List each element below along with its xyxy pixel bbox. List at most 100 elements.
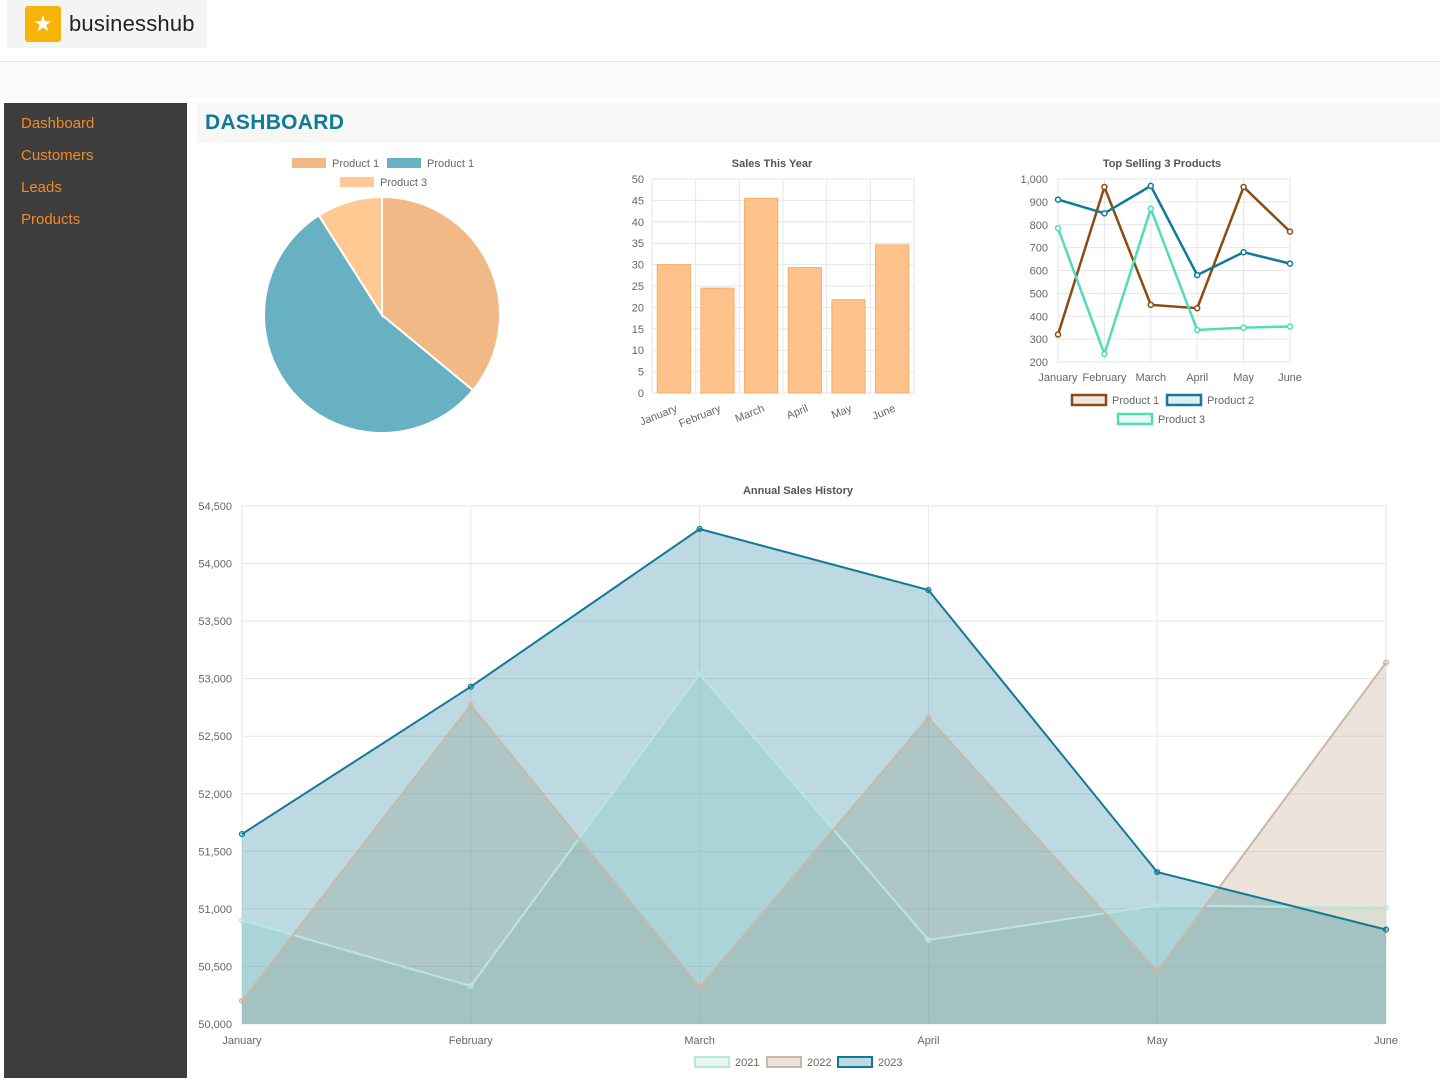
y-tick-label: 50,500 <box>198 961 232 973</box>
x-tick-label: February <box>1082 372 1127 384</box>
data-point <box>1193 271 1201 279</box>
x-tick-label: June <box>871 403 898 423</box>
bar-june <box>875 244 910 394</box>
legend-label-2022: 2022 <box>807 1057 831 1069</box>
legend-swatch-1 <box>1070 393 1108 407</box>
data-point <box>467 683 474 690</box>
legend-swatch-2 <box>1165 393 1203 407</box>
series-area-2021 <box>242 674 1386 1024</box>
page-header: DASHBOARD <box>197 103 1440 143</box>
sub-bar <box>0 62 1440 98</box>
data-point <box>1154 868 1161 876</box>
data-point <box>925 586 932 594</box>
x-tick-label: January <box>222 1035 262 1047</box>
y-tick-label: 200 <box>1030 357 1048 369</box>
x-tick-label: May <box>1233 372 1254 384</box>
y-tick-label: 800 <box>1030 220 1048 232</box>
y-tick-label: 51,000 <box>198 904 232 916</box>
y-tick-label: 25 <box>632 281 644 293</box>
sidebar-item-dashboard[interactable]: Dashboard <box>21 115 95 132</box>
x-tick-label: February <box>449 1035 494 1047</box>
series-line-2021 <box>241 672 1387 988</box>
pie-slice-3 <box>317 195 383 319</box>
sidebar-item-customers[interactable]: Customers <box>21 147 94 164</box>
data-point <box>1240 324 1247 331</box>
pie-slice-2 <box>263 213 475 434</box>
y-tick-label: 300 <box>1030 334 1048 346</box>
y-tick-label: 50 <box>632 174 644 186</box>
y-tick-label: 15 <box>632 324 644 336</box>
bar-january <box>656 264 691 394</box>
x-tick-label: May <box>1147 1035 1168 1047</box>
y-tick-label: 52,000 <box>198 789 232 801</box>
sidebar: Dashboard Customers Leads Products <box>4 103 187 1078</box>
pie-slice-1 <box>381 195 501 392</box>
y-tick-label: 45 <box>632 195 644 207</box>
legend-label-2023: 2023 <box>878 1057 902 1069</box>
legend-label-2021: 2021 <box>735 1057 759 1069</box>
legend-swatch-2023 <box>837 1056 873 1068</box>
data-point <box>1054 331 1062 338</box>
page-title: DASHBOARD <box>205 111 345 134</box>
series-line-2022 <box>241 661 1387 1002</box>
series-line-2023 <box>241 527 1387 931</box>
x-tick-label: February <box>677 402 723 430</box>
data-point <box>467 982 474 990</box>
brand-name: businesshub <box>69 11 195 36</box>
data-point <box>1382 904 1390 911</box>
data-point <box>1101 183 1108 191</box>
data-point <box>925 714 932 721</box>
data-point <box>1286 323 1294 330</box>
y-tick-label: 53,500 <box>198 616 232 628</box>
data-point <box>1286 228 1294 235</box>
y-tick-label: 10 <box>632 345 644 357</box>
data-point <box>1240 183 1247 191</box>
sidebar-item-products[interactable]: Products <box>21 211 81 228</box>
data-point <box>1154 902 1161 909</box>
x-tick-label: March <box>1136 372 1167 384</box>
data-point <box>1193 304 1201 312</box>
y-tick-label: 35 <box>632 238 644 250</box>
y-tick-label: 50,000 <box>198 1019 232 1031</box>
x-tick-label: March <box>733 403 766 426</box>
data-point <box>1147 205 1155 212</box>
bar-may <box>831 299 866 394</box>
x-tick-label: January <box>1038 372 1078 384</box>
y-tick-label: 500 <box>1030 288 1048 300</box>
y-tick-label: 52,500 <box>198 731 232 743</box>
x-tick-label: April <box>917 1035 939 1047</box>
data-point <box>696 525 703 533</box>
legend-label-2: Product 1 <box>427 158 474 170</box>
data-point <box>1054 196 1062 203</box>
data-point <box>1154 967 1161 975</box>
sidebar-item-leads[interactable]: Leads <box>21 179 62 196</box>
y-tick-label: 54,500 <box>198 501 232 513</box>
y-tick-label: 51,500 <box>198 846 232 858</box>
data-point <box>1382 659 1390 666</box>
x-tick-label: May <box>830 402 854 421</box>
y-tick-label: 1,000 <box>1020 174 1048 186</box>
data-point <box>238 830 246 838</box>
legend-swatch-2022 <box>766 1056 802 1068</box>
y-tick-label: 400 <box>1030 311 1048 323</box>
brand[interactable]: ★ businesshub <box>7 0 207 48</box>
data-point <box>1054 224 1062 232</box>
legend-swatch-3 <box>340 177 374 187</box>
x-tick-label: April <box>785 403 810 422</box>
data-point <box>925 936 932 944</box>
legend-swatch-2 <box>387 158 421 168</box>
star-icon: ★ <box>25 6 61 42</box>
x-tick-label: June <box>1374 1035 1398 1047</box>
series-line-product-3 <box>1056 204 1291 358</box>
y-tick-label: 5 <box>638 367 644 379</box>
legend-label-1: Product 1 <box>1112 395 1159 407</box>
legend-swatch-3 <box>1116 412 1154 426</box>
bar-chart-sales-this-year: Sales This Year 0 5 10 15 20 25 30 35 40 45 50 Janua… <box>632 158 915 430</box>
y-tick-label: 900 <box>1030 197 1048 209</box>
legend-label-1: Product 1 <box>332 158 379 170</box>
line-chart-top-products: Top Selling 3 Products 200 300 400 500 600 700… <box>1020 158 1301 426</box>
data-point <box>1101 210 1108 217</box>
chart-title: Top Selling 3 Products <box>1103 158 1221 170</box>
data-point <box>238 917 246 924</box>
y-tick-label: 40 <box>632 217 644 229</box>
